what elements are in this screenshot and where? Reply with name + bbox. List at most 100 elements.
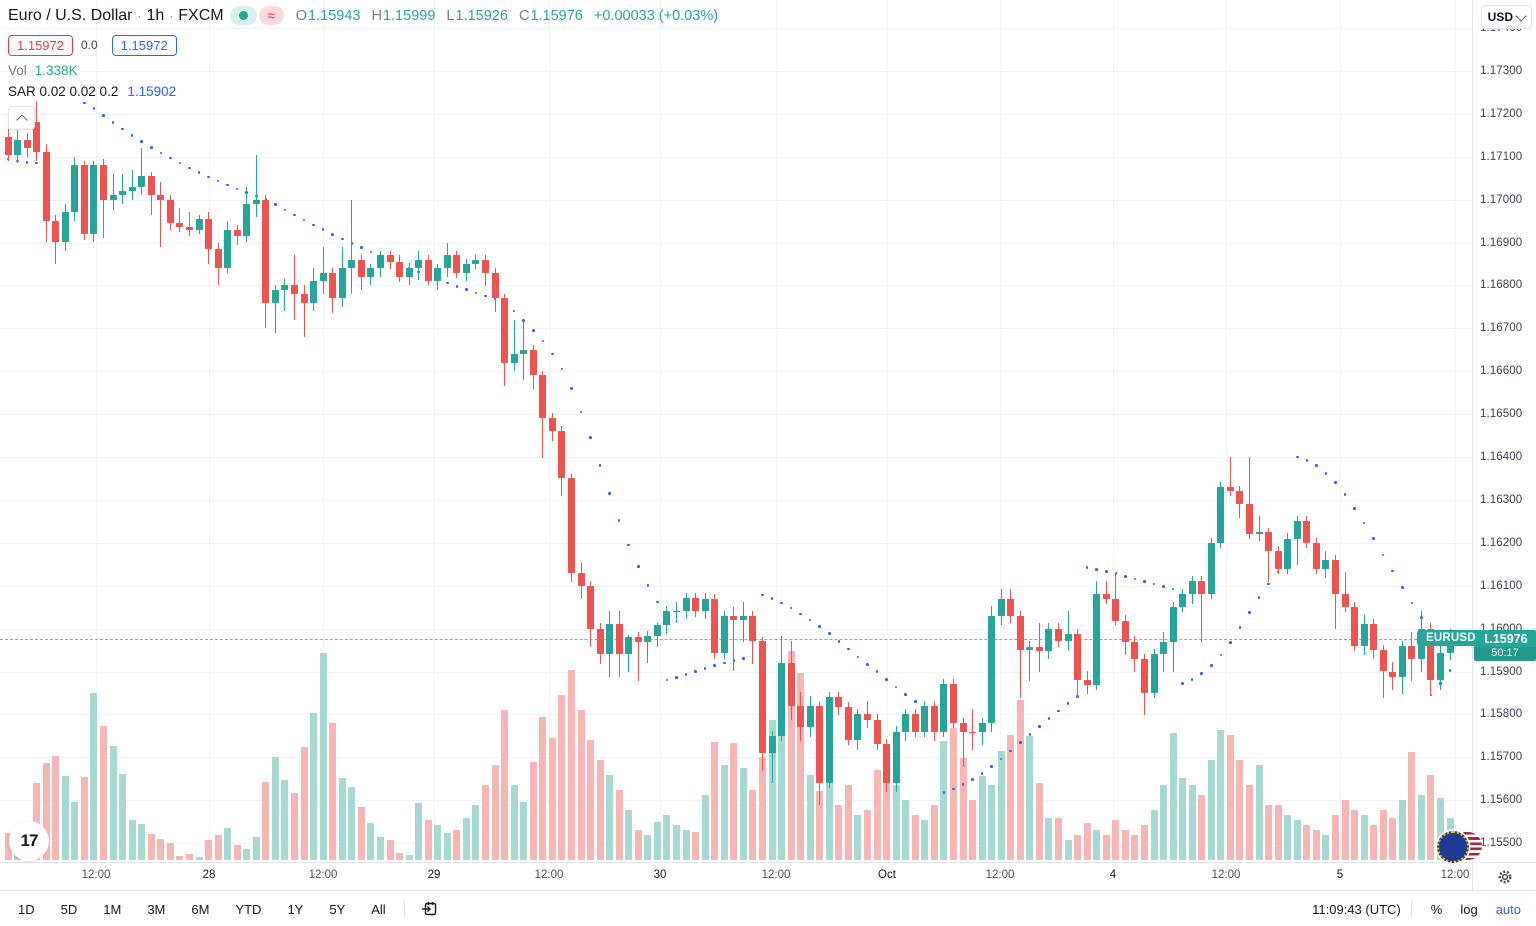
candle (176, 223, 184, 228)
volume-bar (673, 824, 680, 860)
parabolic-sar-dot (369, 250, 373, 254)
parabolic-sar-dot (808, 618, 812, 622)
volume-bar (1035, 783, 1043, 860)
candle-wick (1029, 640, 1031, 681)
price-gridline (0, 499, 1472, 501)
price-gridline (0, 156, 1472, 158)
chevron-down-icon (1515, 10, 1527, 22)
volume-bar (758, 757, 766, 860)
symbol-price-tag: EURUSD (1417, 630, 1485, 646)
parabolic-sar-dot (579, 410, 583, 414)
volume-bar (319, 652, 327, 860)
candle (1074, 633, 1082, 681)
candle (501, 298, 509, 363)
volume-bar (1083, 823, 1091, 860)
range-button-5y[interactable]: 5Y (329, 901, 346, 917)
price-gridline (0, 70, 1472, 72)
currency-toggle-button[interactable]: USD (1480, 5, 1532, 29)
parabolic-sar-dot (856, 655, 860, 659)
candle (138, 176, 146, 187)
candle (997, 598, 1005, 616)
price-axis[interactable]: USD 1.15976 50:17 1.174001.173001.172001… (1472, 0, 1536, 862)
sell-button[interactable]: 1.15972 (8, 34, 73, 56)
go-to-date-button[interactable] (415, 897, 444, 921)
tradingview-logo-glyph: 17 (20, 831, 39, 850)
candle (1427, 628, 1435, 681)
candle (749, 615, 757, 642)
volume-bar (71, 802, 79, 860)
volume-bar (816, 790, 824, 860)
eurusd-flag-icon (1437, 831, 1483, 863)
time-gridline (1226, 0, 1227, 862)
volume-bar (844, 784, 852, 860)
log-scale-button[interactable]: log (1460, 901, 1478, 917)
parabolic-sar-dot (25, 160, 29, 164)
candle (396, 261, 404, 277)
parabolic-sar-dot (780, 601, 783, 605)
parabolic-sar-dot (913, 700, 917, 703)
auto-scale-button[interactable]: auto (1495, 901, 1521, 917)
parabolic-sar-dot (1267, 582, 1270, 586)
volume-bar (1074, 834, 1082, 860)
parabolic-sar-dot (1143, 580, 1146, 583)
candle (1360, 624, 1368, 646)
range-button-5d[interactable]: 5D (60, 901, 78, 917)
volume-bar (1379, 810, 1387, 860)
sar-legend-row[interactable]: SAR 0.02 0.02 0.2 1.15902 (8, 84, 718, 99)
parabolic-sar-dot (1315, 464, 1318, 467)
parabolic-sar-dot (1353, 507, 1356, 510)
volume-value: 1.338K (34, 63, 78, 78)
interval-label[interactable]: 1h (146, 6, 165, 24)
clock-utc[interactable]: 11:09:43 (UTC) (1312, 901, 1401, 917)
price-axis-label: 1.17200 (1480, 107, 1523, 120)
candle (797, 705, 805, 728)
time-axis[interactable]: 12:00 28 12:00 29 12:00 30 12:00 Oct 12:00 4 12:00… (0, 862, 1472, 891)
volume-bar (415, 802, 423, 860)
volume-bar (80, 776, 88, 860)
volume-bar (1360, 815, 1368, 860)
candle (348, 259, 356, 269)
parabolic-sar-dot (446, 281, 449, 285)
delayed-data-pill[interactable]: ≈ (258, 6, 284, 25)
parabolic-sar-dot (1295, 455, 1299, 459)
range-button-6m[interactable]: 6M (191, 901, 210, 917)
candle-wick (303, 285, 305, 337)
range-button-ytd[interactable]: YTD (235, 901, 262, 917)
parabolic-sar-dot (1009, 749, 1013, 753)
time-axis-label: 30 (653, 869, 667, 881)
volume-label: Vol (8, 63, 27, 78)
volume-legend-row[interactable]: Vol 1.338K (8, 63, 718, 78)
volume-bar (510, 784, 518, 860)
tradingview-logo[interactable]: 17 (9, 821, 49, 861)
range-button-1y[interactable]: 1Y (287, 901, 304, 917)
range-button-3m[interactable]: 3M (147, 901, 166, 917)
chart-canvas[interactable] (0, 0, 1472, 862)
volume-bar (720, 765, 728, 860)
candle (367, 268, 375, 277)
volume-bar (1226, 735, 1234, 860)
candle (271, 289, 279, 303)
symbol-title[interactable]: Euro / U.S. Dollar (8, 6, 133, 24)
market-open-pill[interactable] (229, 6, 257, 25)
volume-bar (424, 820, 432, 860)
candle (844, 706, 852, 741)
range-button-all[interactable]: All (371, 901, 386, 917)
candle (1408, 645, 1416, 659)
percent-scale-button[interactable]: % (1430, 901, 1443, 917)
volume-bar (1303, 824, 1311, 860)
parabolic-sar-dot (617, 519, 621, 522)
time-axis-label: 28 (202, 869, 216, 881)
range-button-1m[interactable]: 1M (103, 901, 122, 917)
buy-button[interactable]: 1.15972 (111, 34, 177, 56)
volume-bar (892, 784, 900, 860)
axis-settings-corner[interactable] (1472, 862, 1536, 891)
volume-bar (959, 758, 967, 860)
candle (835, 697, 843, 707)
parabolic-sar-dot (121, 127, 124, 131)
candle (1188, 581, 1196, 595)
candle-wick (962, 717, 964, 767)
volume-bar (1102, 834, 1110, 860)
collapse-legend-button[interactable] (8, 106, 35, 130)
range-button-1d[interactable]: 1D (18, 901, 35, 917)
volume-bar (310, 713, 318, 860)
